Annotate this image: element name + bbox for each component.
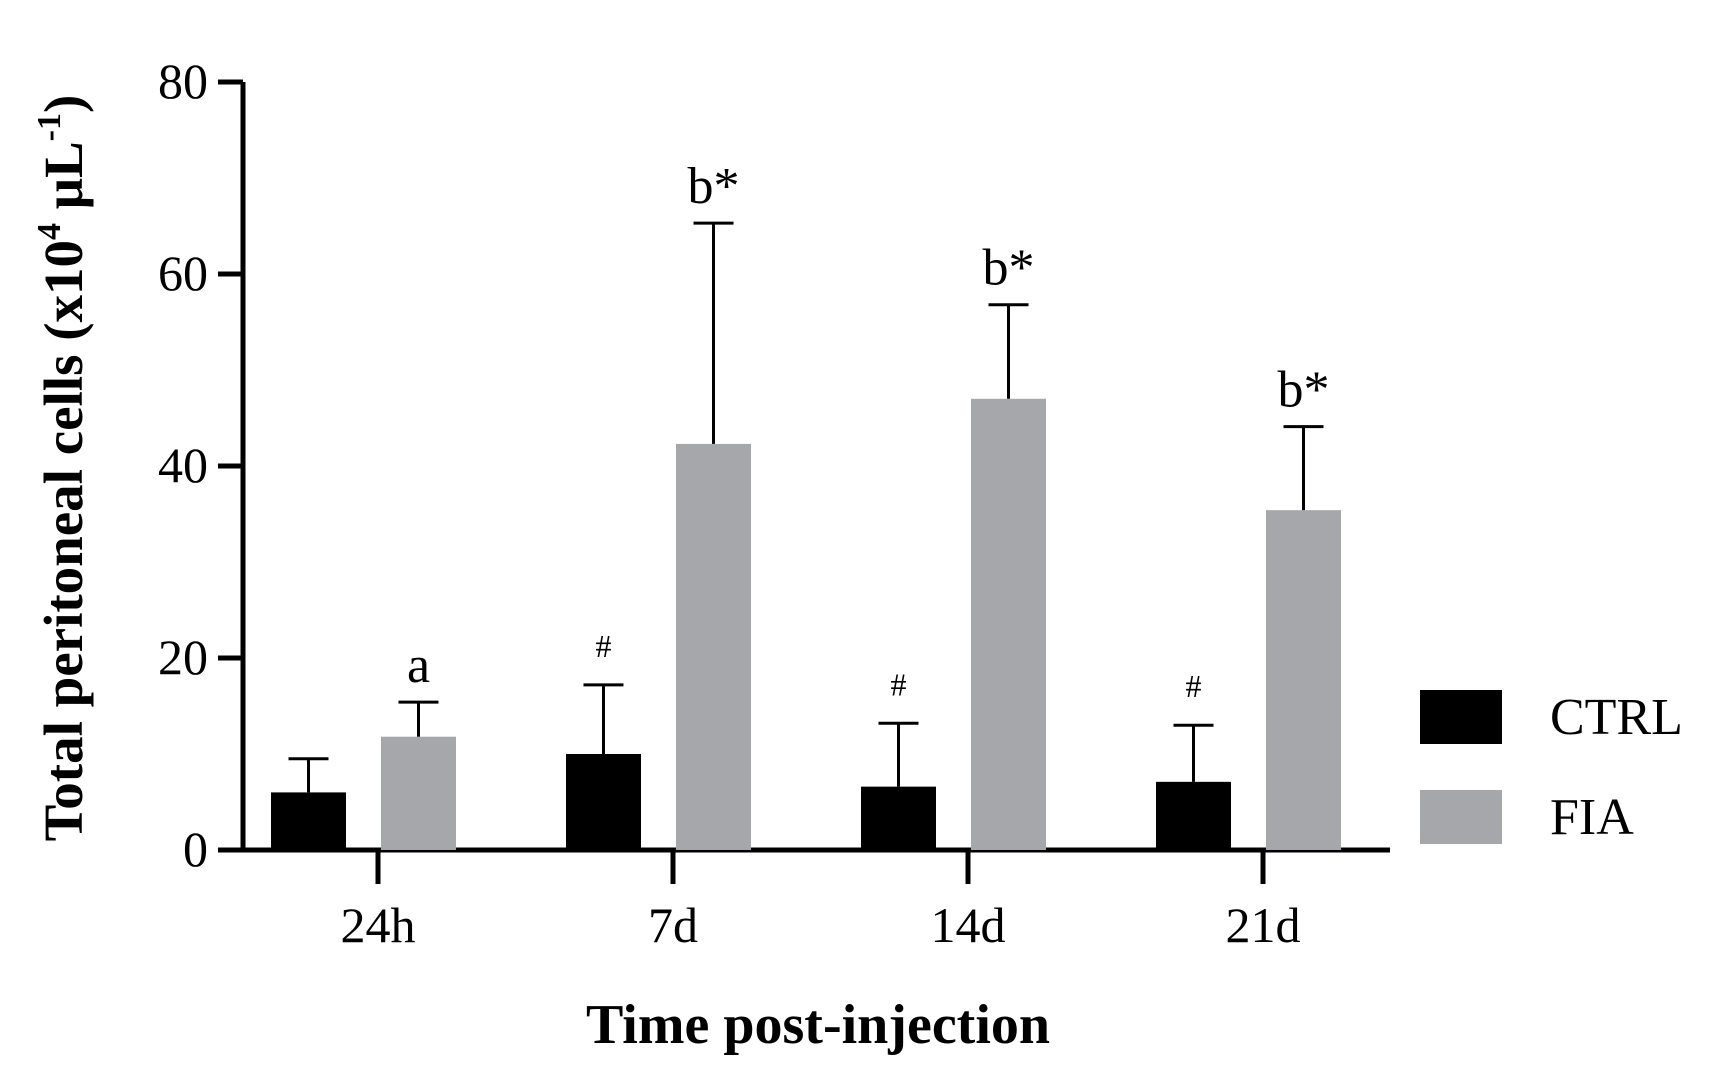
annotations: # # # a b* b* b* (407, 158, 1330, 704)
legend-label-fia: FIA (1550, 789, 1634, 846)
legend-swatch-fia (1420, 790, 1502, 844)
legend-label-ctrl: CTRL (1550, 689, 1683, 746)
x-tick-label: 24h (341, 897, 416, 953)
y-tick-label: 60 (158, 245, 208, 301)
x-axis-title: Time post-injection (586, 994, 1050, 1056)
x-tick-label: 21d (1226, 897, 1301, 953)
x-tick-label: 14d (931, 897, 1006, 953)
annotation-label: # (596, 628, 612, 664)
y-tick-label: 20 (158, 629, 208, 685)
legend: CTRL FIA (1420, 689, 1683, 846)
bar-ctrl (566, 754, 641, 850)
bars (271, 221, 1341, 850)
y-axis-title-exponent-1: 4 (31, 223, 68, 240)
bar-fia (971, 398, 1046, 850)
annotation-label: b* (1278, 362, 1330, 419)
annotation-label: # (891, 666, 907, 702)
y-axis-title-close: ) (33, 95, 94, 113)
y-tick-label: 0 (183, 821, 208, 877)
annotation-label: b* (983, 240, 1035, 297)
legend-swatch-ctrl (1420, 690, 1502, 744)
annotation-label: a (407, 637, 430, 694)
y-tick-label: 40 (158, 437, 208, 493)
bar-fia (381, 736, 456, 850)
bar-ctrl (1156, 781, 1231, 850)
bar-ctrl (861, 786, 936, 850)
bar-fia (1266, 510, 1341, 850)
y-tick-label: 80 (158, 53, 208, 109)
bar-ctrl (271, 792, 346, 850)
y-axis-title-exponent-2: -1 (31, 113, 68, 141)
bar-fia (676, 443, 751, 850)
y-axis-title-unit: μL (33, 141, 94, 223)
x-ticks: 24h 7d 14d 21d (341, 850, 1301, 953)
annotation-label: b* (688, 158, 740, 215)
y-axis-title: Total peritoneal cells (x104 μL-1) (31, 95, 94, 842)
annotation-label: # (1186, 668, 1202, 704)
y-ticks: 0 20 40 60 80 (158, 53, 243, 877)
x-tick-label: 7d (648, 897, 698, 953)
y-axis-title-main: Total peritoneal cells (x10 (33, 240, 94, 841)
